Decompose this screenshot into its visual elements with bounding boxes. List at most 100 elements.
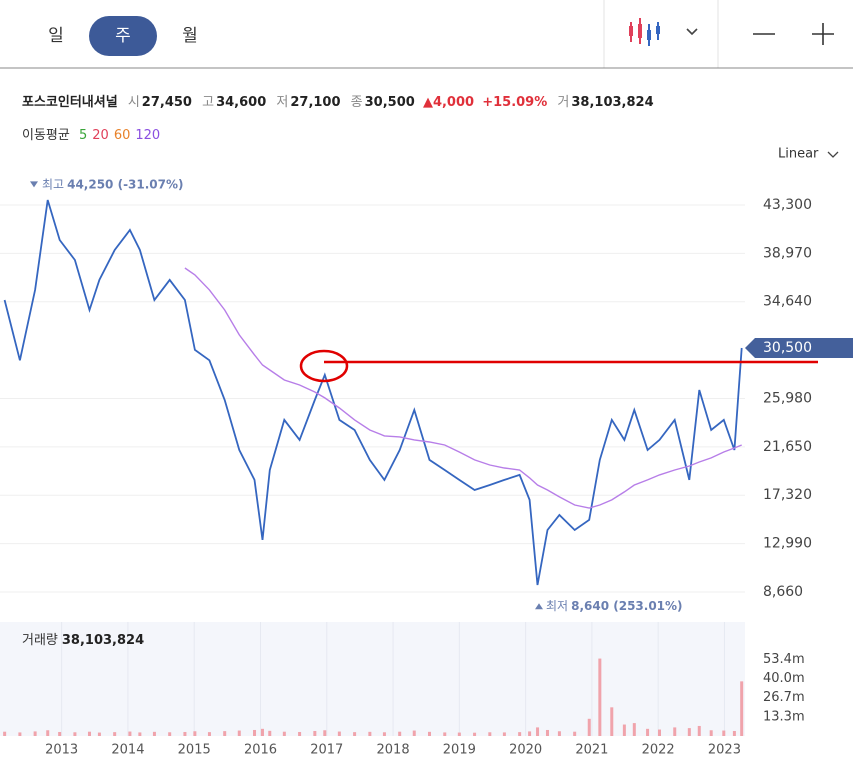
volume-bar xyxy=(632,723,636,736)
y-tick-label: 34,640 xyxy=(763,294,812,310)
volume-tick-label: 13.3m xyxy=(763,709,805,724)
volume-bar xyxy=(152,731,156,736)
quote-value: 30,500 xyxy=(365,95,415,110)
volume-bar xyxy=(622,724,626,736)
volume-bar xyxy=(73,732,77,736)
quote-value: 34,600 xyxy=(216,95,266,110)
volume-bar xyxy=(528,731,532,736)
zoom-in[interactable] xyxy=(812,23,834,45)
x-tick-label: 2020 xyxy=(509,743,542,758)
scale-chevron[interactable] xyxy=(827,151,839,158)
quote: 포스코인터내셔널 시 27,450 고 34,600 저 27,100 종 30,500… xyxy=(22,94,654,110)
low-annotation: 최저 8,640 (253.01%) xyxy=(546,599,683,613)
volume-bar xyxy=(58,731,62,736)
volume-bar xyxy=(97,732,101,736)
volume-bar xyxy=(709,730,713,736)
volume-bar xyxy=(298,731,302,736)
volume-bar xyxy=(138,732,142,736)
volume-tick-label: 53.4m xyxy=(763,652,805,667)
volume-bar xyxy=(193,731,197,736)
low-text: 8,640 (253.01%) xyxy=(571,599,682,613)
volume-bar xyxy=(473,732,477,736)
quote-change-pct: +15.09% xyxy=(482,95,547,110)
quote-label: 종 xyxy=(351,95,363,110)
tab[interactable]: 월 xyxy=(182,26,198,46)
active-tab-bg xyxy=(89,16,157,56)
volume-panel xyxy=(0,622,745,736)
volume-bar xyxy=(697,725,701,736)
y-tick-label: 21,650 xyxy=(763,439,812,455)
volume-bar xyxy=(260,728,264,736)
ma-legend: 이동평균 5 20 60 120 xyxy=(22,128,160,143)
volume-bar xyxy=(3,731,7,736)
x-tick-label: 2021 xyxy=(575,743,608,758)
volume-tick-label: 26.7m xyxy=(763,690,805,705)
quote-label: 저 xyxy=(276,95,288,110)
volume-bar xyxy=(518,732,522,736)
volume-bar xyxy=(33,731,37,736)
volume-bar xyxy=(368,731,372,736)
volume-label: 거래량 xyxy=(22,633,58,648)
high-annotation: 최고 44,250 (-31.07%) xyxy=(42,177,184,191)
volume-bar xyxy=(488,732,492,736)
stock-name: 포스코인터내셔널 xyxy=(22,94,118,110)
volume-bar xyxy=(412,730,416,736)
plot: 43,300 38,970 34,640 25,980 21,650 17,320 12,9… xyxy=(0,177,853,758)
tab[interactable]: 주 xyxy=(115,26,131,46)
x-tick-label: 2013 xyxy=(45,743,78,758)
volume-bar xyxy=(536,727,540,736)
volume-tick-label: 40.0m xyxy=(763,671,805,686)
volume-bar xyxy=(237,730,241,736)
ma-period: 20 xyxy=(92,128,109,143)
volume-bar xyxy=(183,731,187,736)
volume-bar xyxy=(428,731,432,736)
last-price-tag xyxy=(745,338,853,359)
volume-bar xyxy=(207,732,211,736)
quote-value: 27,450 xyxy=(142,95,192,110)
y-tick-label: 8,660 xyxy=(763,584,803,600)
tab[interactable]: 일 xyxy=(48,26,64,46)
x-tick-label: 2014 xyxy=(111,743,144,758)
volume-bar xyxy=(573,731,577,736)
volume-title: 거래량 38,103,824 xyxy=(22,633,144,648)
high-text: 44,250 (-31.07%) xyxy=(67,177,183,191)
volume-bar xyxy=(646,728,650,736)
low-marker xyxy=(535,603,543,610)
volume-bar xyxy=(113,732,117,736)
volume-bar xyxy=(722,730,726,736)
volume-value: 38,103,824 xyxy=(62,633,144,648)
volume-bar xyxy=(128,731,132,736)
ma-period: 5 xyxy=(79,128,87,143)
annotation-circle xyxy=(299,349,349,383)
ma-line xyxy=(184,267,742,509)
y-tick-label: 38,970 xyxy=(763,245,812,261)
quote-change: ▲4,000 xyxy=(423,95,474,110)
volume-bar xyxy=(598,658,602,736)
scale-mode[interactable]: Linear xyxy=(778,147,819,162)
volume-bar xyxy=(382,732,386,736)
low-label: 최저 xyxy=(546,599,568,613)
ma-legend-label: 이동평균 xyxy=(22,128,70,143)
volume-bar xyxy=(223,731,227,736)
volume-bar xyxy=(337,731,341,736)
volume-bar xyxy=(18,732,22,736)
volume-bar xyxy=(732,730,736,736)
volume-bar xyxy=(353,732,357,736)
chart-type-icon[interactable] xyxy=(629,18,660,46)
volume-bar xyxy=(443,732,447,736)
y-tick-label: 12,990 xyxy=(763,536,812,552)
x-tick-label: 2017 xyxy=(310,743,343,758)
ma-period: 120 xyxy=(135,128,160,143)
volume-bar xyxy=(313,730,317,736)
volume-bar xyxy=(610,707,614,736)
y-tick-label: 25,980 xyxy=(763,390,812,406)
dropdown-chevron[interactable] xyxy=(686,28,698,36)
volume-bar xyxy=(502,732,506,736)
volume-bar xyxy=(557,731,561,736)
volume-bar xyxy=(673,727,677,736)
volume-bar xyxy=(657,729,661,736)
quote-label: 시 xyxy=(128,95,140,110)
price-line xyxy=(3,199,743,586)
volume-bar xyxy=(398,731,402,736)
